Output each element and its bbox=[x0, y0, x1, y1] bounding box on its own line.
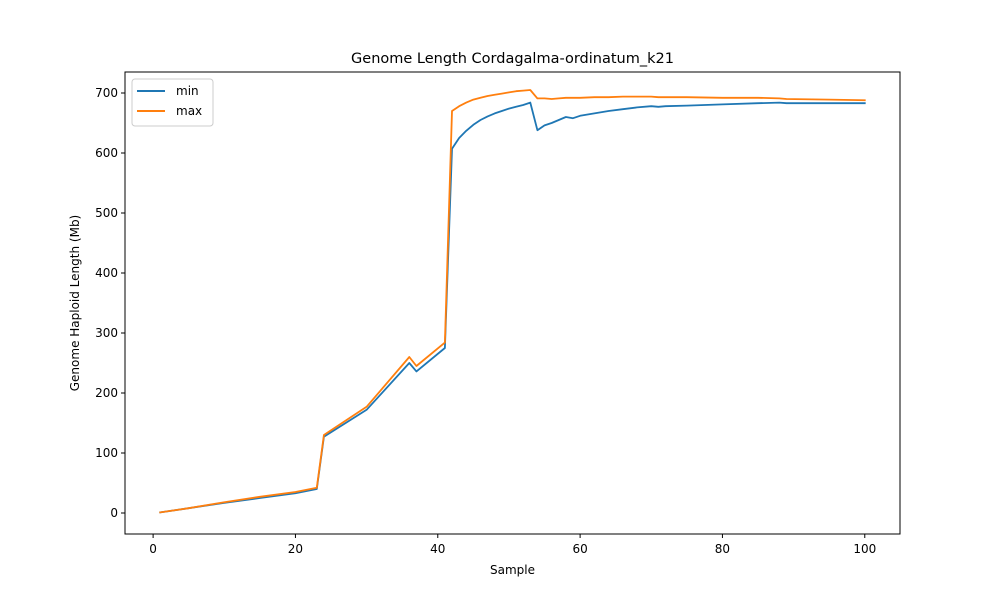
legend: min max bbox=[131, 78, 214, 127]
plot-area-frame bbox=[124, 71, 901, 535]
legend-box bbox=[131, 78, 214, 127]
y-axis-ticks: 0 100 200 300 400 500 600 700 bbox=[95, 86, 125, 520]
legend-label-min: min bbox=[176, 84, 199, 98]
x-tick-label: 80 bbox=[715, 542, 730, 556]
series-line-min bbox=[159, 101, 866, 514]
series-line-max bbox=[159, 89, 866, 514]
y-tick-label: 400 bbox=[95, 266, 118, 280]
y-tick-label: 0 bbox=[110, 506, 118, 520]
y-tick-label: 200 bbox=[95, 386, 118, 400]
x-axis-label: Sample bbox=[490, 563, 535, 577]
plot-lines bbox=[159, 89, 866, 514]
y-tick-label: 500 bbox=[95, 206, 118, 220]
x-tick-label: 0 bbox=[149, 542, 157, 556]
x-tick-label: 40 bbox=[430, 542, 445, 556]
y-axis-label: Genome Haploid Length (Mb) bbox=[68, 215, 82, 392]
legend-label-max: max bbox=[176, 104, 202, 118]
y-tick-label: 700 bbox=[95, 86, 118, 100]
y-tick-label: 100 bbox=[95, 446, 118, 460]
y-tick-label: 600 bbox=[95, 146, 118, 160]
x-tick-label: 20 bbox=[288, 542, 303, 556]
y-tick-label: 300 bbox=[95, 326, 118, 340]
x-axis-ticks: 0 20 40 60 80 100 bbox=[149, 534, 876, 556]
chart-title: Genome Length Cordagalma-ordinatum_k21 bbox=[351, 51, 674, 67]
x-tick-label: 100 bbox=[853, 542, 876, 556]
x-tick-label: 60 bbox=[572, 542, 587, 556]
